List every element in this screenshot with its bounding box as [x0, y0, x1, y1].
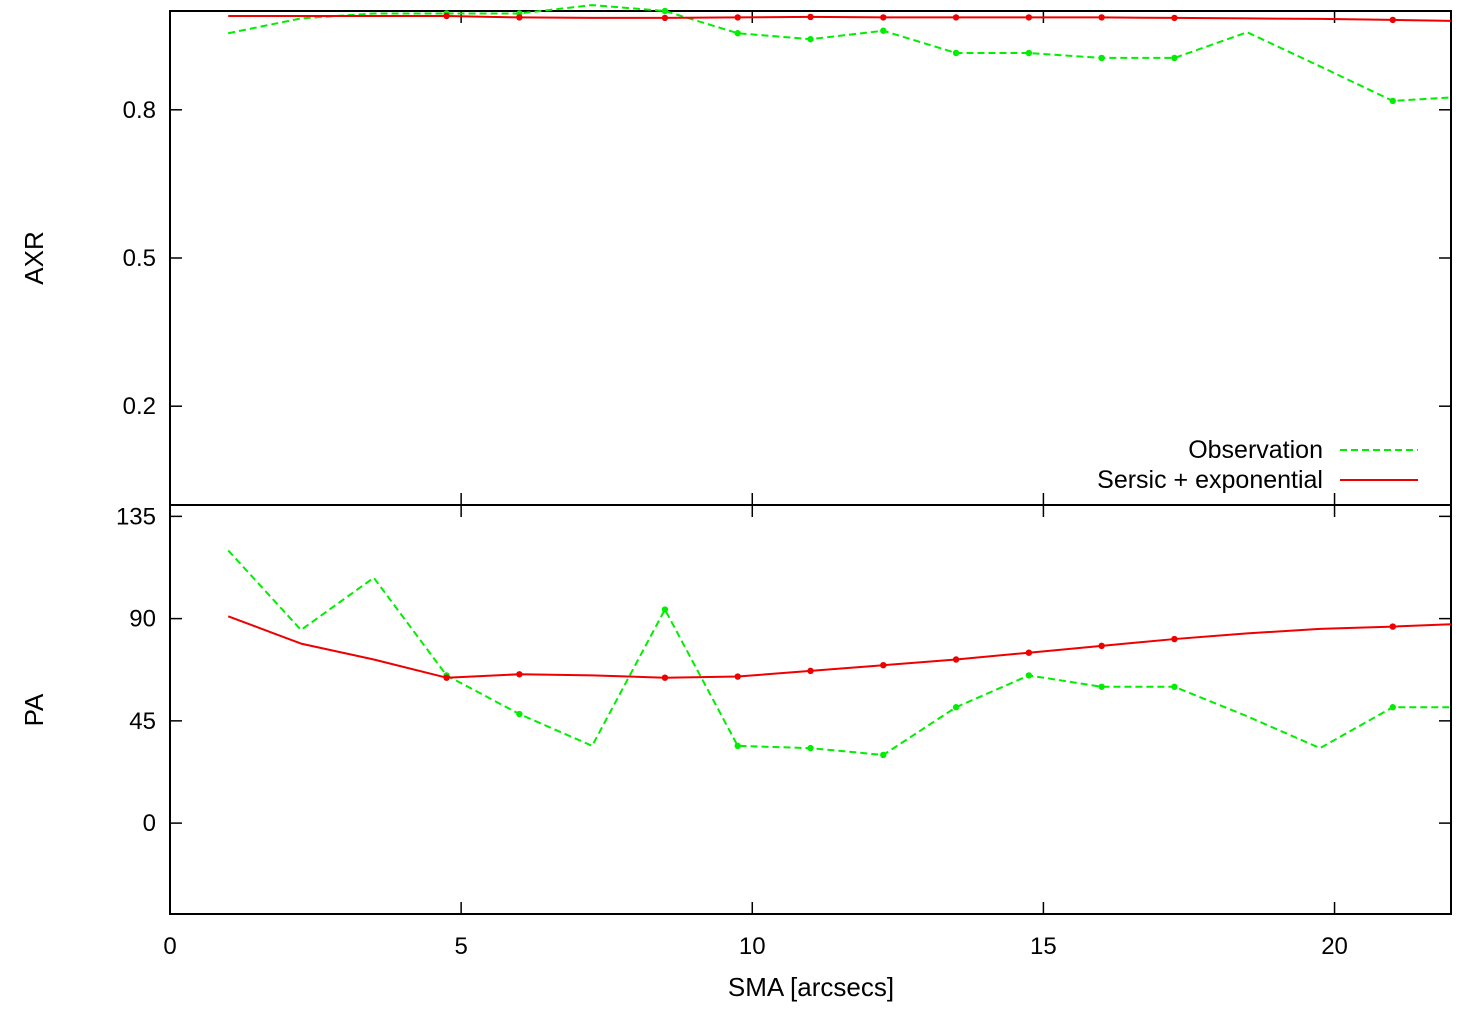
axr-series-sersic-line — [228, 14, 1452, 22]
pa-point-observation — [516, 710, 523, 718]
pa-point-observation — [661, 606, 669, 613]
pa-point-sersic — [1171, 635, 1178, 643]
axr-point-sersic — [1389, 16, 1396, 24]
pa-point-sersic — [880, 661, 887, 669]
axr-point-observation — [661, 7, 669, 15]
axr-point-sersic — [807, 13, 814, 21]
x-tick-label: 10 — [739, 933, 766, 960]
axr-point-sersic — [1171, 14, 1178, 22]
axr-point-sersic — [661, 14, 669, 22]
pa-point-sersic — [1025, 649, 1033, 656]
axr-point-sersic — [880, 14, 887, 21]
pa-point-sersic — [516, 671, 523, 678]
axr-series-observation-line — [228, 4, 1452, 102]
pa-ytick-label: 0 — [143, 810, 156, 837]
pa-ytick-label: 45 — [129, 708, 156, 735]
pa-series-sersic-line — [227, 615, 1452, 679]
axr-ytick-label: 0.2 — [123, 393, 156, 420]
axr-point-observation — [1098, 54, 1105, 62]
pa-point-observation — [952, 704, 960, 711]
axr-ytick-label: 0.8 — [123, 97, 156, 124]
pa-point-sersic — [1098, 642, 1105, 650]
axr-point-observation — [1389, 97, 1396, 105]
axr-point-sersic — [1025, 14, 1033, 21]
axr-point-observation — [952, 49, 960, 57]
legend-label-sersic: Sersic + exponential — [1097, 466, 1323, 494]
pa-point-sersic — [443, 674, 450, 681]
axr-point-observation — [807, 35, 814, 43]
pa-axis-label: PA — [19, 693, 49, 726]
pa-ytick-label: 135 — [116, 503, 156, 530]
x-tick-label: 20 — [1321, 933, 1348, 960]
axr-point-observation — [1171, 54, 1178, 62]
axr-point-sersic — [1098, 14, 1105, 21]
x-tick-label: 0 — [163, 933, 176, 960]
axr-axis-label: AXR — [19, 231, 49, 284]
pa-point-sersic — [1389, 623, 1396, 630]
axr-point-observation — [734, 30, 741, 37]
pa-point-observation — [1098, 683, 1105, 690]
x-tick-label: 5 — [454, 933, 467, 960]
axr-frame — [169, 10, 1452, 506]
axr-point-sersic — [443, 12, 450, 20]
axr-point-sersic — [516, 14, 523, 21]
pa-point-observation — [1171, 683, 1178, 690]
axr-point-sersic — [734, 14, 741, 21]
pa-point-sersic — [952, 656, 960, 663]
pa-point-observation — [1389, 704, 1396, 711]
pa-ytick-label: 90 — [129, 606, 156, 633]
legend-label-observation: Observation — [1188, 436, 1323, 464]
pa-point-sersic — [734, 673, 741, 680]
pa-series-observation-line — [227, 549, 1451, 756]
x-tick-label: 15 — [1030, 933, 1057, 960]
axr-panel: 0.2 0.5 0.8 — [123, 4, 1452, 506]
axr-ytick-label: 0.5 — [123, 245, 156, 272]
axr-point-observation — [1025, 49, 1033, 57]
pa-point-observation — [1025, 672, 1033, 679]
axr-point-sersic — [952, 14, 960, 21]
pa-point-sersic — [807, 667, 814, 675]
pa-point-observation — [734, 742, 741, 750]
pa-frame — [169, 504, 1452, 915]
pa-point-sersic — [661, 674, 669, 681]
x-axis-label: SMA [arcsecs] — [728, 972, 894, 1002]
pa-point-observation — [807, 744, 814, 752]
pa-point-observation — [880, 751, 887, 759]
pa-panel: 0 45 90 135 0 5 10 15 20 — [116, 503, 1452, 960]
legend: Observation Sersic + exponential — [1097, 436, 1418, 494]
axr-point-observation — [880, 27, 887, 34]
